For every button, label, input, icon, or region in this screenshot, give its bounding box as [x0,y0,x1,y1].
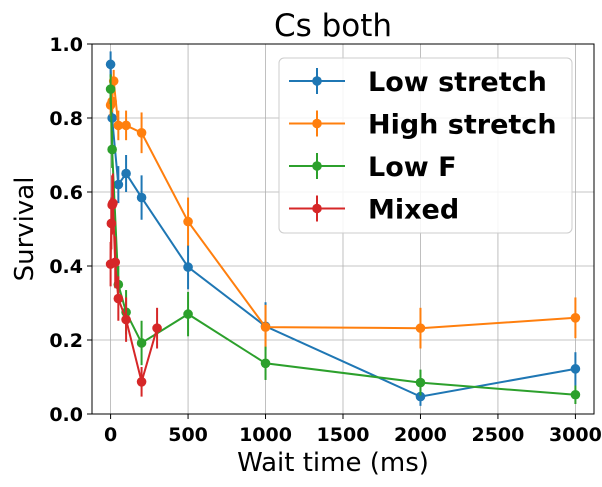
y-tick-label: 0.0 [49,404,83,426]
data-point [121,120,131,131]
y-tick-label: 0.6 [49,182,83,204]
x-tick-label: 1500 [317,424,370,446]
data-point [136,377,147,387]
data-point [121,314,131,325]
data-point [107,96,117,107]
data-point [136,128,147,138]
data-point [183,216,193,227]
data-point [108,198,118,208]
x-tick-label: 500 [168,424,208,446]
y-tick-label: 0.2 [49,330,83,352]
legend-label: High stretch [368,110,557,141]
data-point [183,262,193,272]
legend-marker [312,118,322,129]
legend-box [278,57,573,234]
data-point [113,179,124,190]
data-point [106,218,117,229]
y-tick-label: 0.8 [49,108,83,130]
data-point [107,144,117,155]
data-point [260,358,271,369]
series-layer [105,51,581,406]
legend-label: Low stretch [368,67,547,98]
y-axis-label: Survival [10,177,40,282]
x-tick-label: 1000 [239,424,292,446]
data-point [415,323,426,333]
series-mixed [105,173,162,397]
y-tick-label: 1.0 [49,34,83,56]
legend-label: Mixed [368,195,459,226]
data-point [121,168,131,179]
series-low-stretch [105,51,581,406]
x-tick-label: 3000 [549,424,602,446]
legend-marker [312,161,322,171]
data-point [113,120,124,131]
x-tick-label: 2500 [471,424,524,446]
data-point [570,313,581,323]
data-point [110,257,121,268]
data-point [113,293,124,304]
x-tick-label: 0 [104,424,117,446]
data-point [105,59,116,70]
chart-title: Cs both [274,8,392,44]
data-point [183,309,193,319]
data-point [136,338,147,348]
data-point [260,322,271,332]
y-tick-label: 0.4 [49,256,83,278]
data-point [415,391,426,402]
data-point [570,364,581,374]
x-axis-label: Wait time (ms) [237,448,429,478]
legend: Low stretch High stretch Low F Mixed [278,57,573,234]
data-point [136,192,147,203]
data-point [415,377,426,388]
tick-layer: 0 500 1000 1500 2000 2500 3000 0.0 0.2 0.4 0.6 0.8 1… [49,34,602,446]
legend-label: Low F [368,152,457,183]
data-point [152,323,162,333]
x-tick-label: 2000 [394,424,447,446]
legend-marker [312,76,322,86]
data-point [570,389,581,400]
legend-marker [312,203,322,214]
data-point [105,84,116,94]
